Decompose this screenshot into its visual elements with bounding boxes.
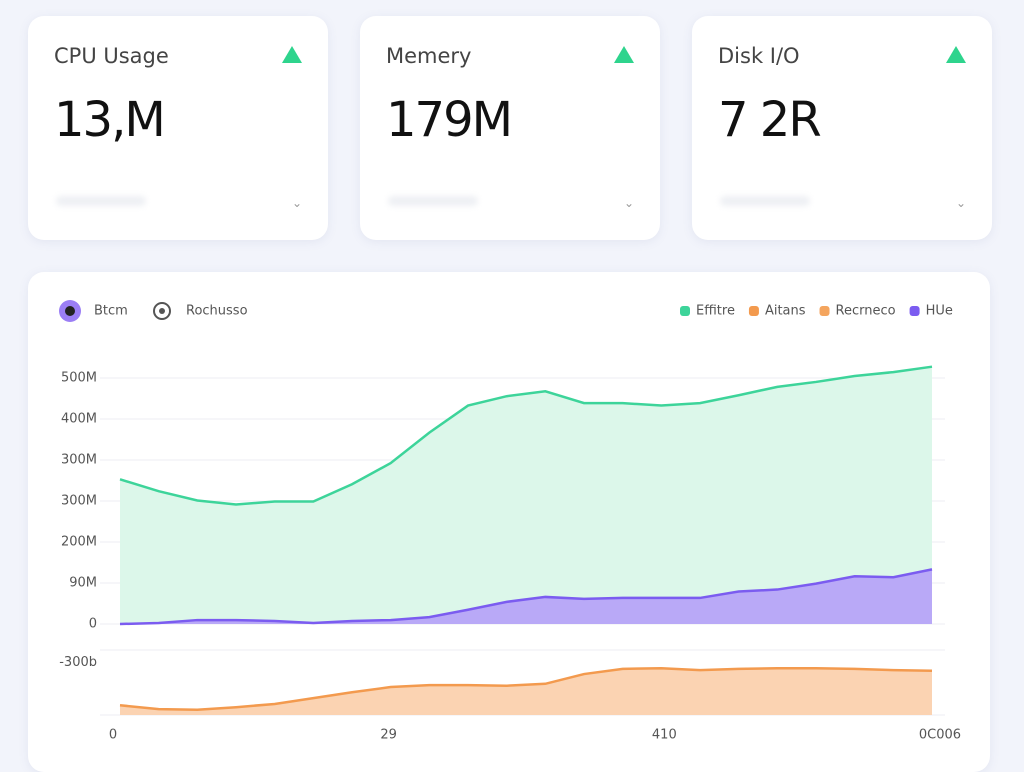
legend-swatch bbox=[819, 306, 830, 316]
y-tick-label: 300M bbox=[61, 494, 97, 509]
card-value: 7 2R bbox=[718, 92, 822, 148]
legend-label: Effitre bbox=[696, 304, 735, 319]
placeholder bbox=[388, 196, 478, 206]
trend-icon bbox=[282, 46, 302, 63]
toggle-label[interactable]: Rochusso bbox=[186, 304, 248, 319]
toggle-dot bbox=[159, 308, 165, 314]
placeholder bbox=[720, 196, 810, 206]
toggle-icon[interactable] bbox=[153, 302, 171, 320]
dropdown-icon[interactable]: ⌄ bbox=[955, 196, 966, 210]
y-tick-label: 300M bbox=[61, 453, 97, 468]
x-tick-label: 0 bbox=[109, 728, 117, 743]
stat-card: CPU Usage 13,M ⌄ bbox=[28, 16, 328, 240]
legend-label: Aitans bbox=[765, 304, 806, 319]
card-value: 13,M bbox=[54, 92, 166, 148]
y-tick-label: 90M bbox=[69, 576, 97, 591]
card-title: Memery bbox=[386, 44, 472, 68]
x-tick-label: 29 bbox=[380, 728, 397, 743]
stat-card: Memery 179M ⌄ bbox=[360, 16, 660, 240]
line bbox=[119, 568, 933, 626]
placeholder bbox=[56, 196, 146, 206]
x-tick-label: 0C006 bbox=[919, 728, 961, 743]
line bbox=[119, 365, 933, 506]
card-title: Disk I/O bbox=[718, 44, 800, 68]
x-tick-label: 410 bbox=[652, 728, 677, 743]
trend-icon bbox=[946, 46, 966, 63]
y-tick-label: 400M bbox=[61, 412, 97, 427]
area bbox=[120, 668, 932, 715]
line bbox=[119, 666, 933, 712]
legend-swatch bbox=[680, 306, 690, 316]
dropdown-icon[interactable]: ⌄ bbox=[291, 196, 302, 210]
y-tick-label: 500M bbox=[61, 371, 97, 386]
y2-tick-label: -300b bbox=[59, 655, 97, 670]
toggle-label[interactable]: Btcm bbox=[94, 304, 128, 319]
y-tick-label: 200M bbox=[61, 535, 97, 550]
card-value: 179M bbox=[386, 92, 513, 148]
legend-swatch bbox=[748, 306, 759, 316]
legend-label: HUe bbox=[926, 304, 953, 319]
y-tick-label: 0 bbox=[89, 617, 97, 632]
legend-label: Recrneco bbox=[836, 304, 896, 319]
trend-icon bbox=[614, 46, 634, 63]
card-title: CPU Usage bbox=[54, 44, 169, 68]
area bbox=[120, 569, 932, 624]
toggle-dot bbox=[65, 306, 75, 316]
area bbox=[120, 366, 932, 624]
stat-card: Disk I/O 7 2R ⌄ bbox=[692, 16, 992, 240]
legend-swatch bbox=[909, 306, 920, 316]
dropdown-icon[interactable]: ⌄ bbox=[623, 196, 634, 210]
